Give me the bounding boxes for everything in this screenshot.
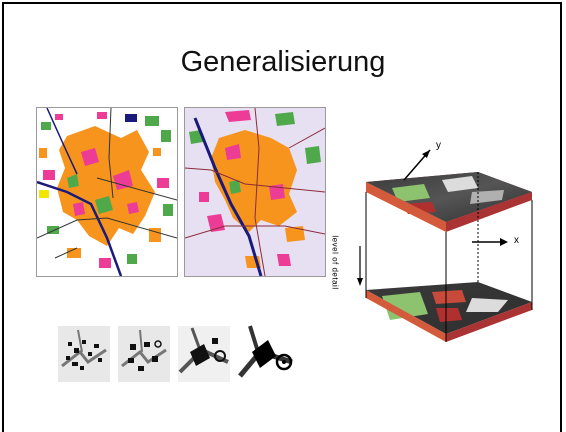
level-of-detail-cube-figure: y x level of detail xyxy=(330,140,550,370)
symbol-generalization-sequence-image xyxy=(58,322,296,390)
slide-title: Generalisierung xyxy=(180,46,386,78)
level-of-detail-axis-label: level of detail xyxy=(330,235,340,290)
generalized-map-image xyxy=(184,107,326,277)
symbol-stage-3 xyxy=(178,326,230,382)
symbol-stage-2 xyxy=(118,326,170,382)
symbol-stage-1 xyxy=(58,326,110,382)
symbol-stage-4 xyxy=(238,325,294,382)
y-axis-label: y xyxy=(436,140,441,151)
x-axis-label: x xyxy=(514,235,519,246)
detailed-map-image xyxy=(36,107,178,277)
